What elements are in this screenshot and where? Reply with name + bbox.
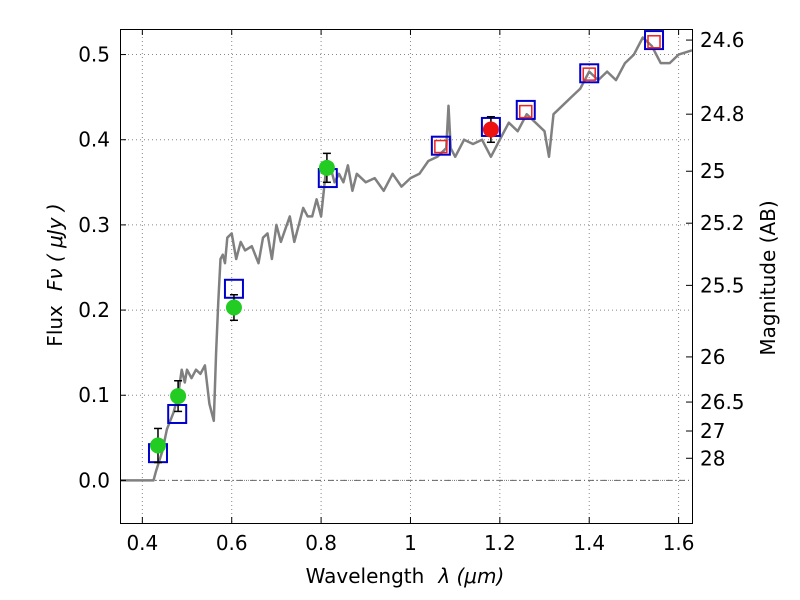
y-tick-label: 0.0 [78, 468, 110, 492]
x-tick-label: 1.2 [484, 531, 516, 555]
mag-tick-label: 26 [700, 345, 725, 369]
model-square-marker [167, 403, 188, 424]
x-tick-label: 1.6 [663, 531, 695, 555]
observed-circle-marker [482, 121, 499, 138]
mag-tick-label: 25 [700, 159, 725, 183]
tick-labels: 0.4 0.6 0.8 1 1.2 1.4 1.6 0.0 0.1 0.2 0.3 0.4 0.5 24.… [78, 28, 744, 555]
mag-tick-label: 24.8 [700, 102, 745, 126]
axis-ticks [120, 29, 692, 523]
photometry-markers [147, 30, 665, 464]
model-square-marker [644, 30, 665, 51]
mag-tick-label: 27 [700, 419, 725, 443]
mag-tick-label: 25.2 [700, 211, 745, 235]
x-axis-label: Wavelength λ (μm) [306, 564, 505, 588]
x-tick-label: 0.4 [126, 531, 158, 555]
y-tick-label: 0.2 [78, 298, 110, 322]
y-tick-label: 0.4 [78, 128, 110, 152]
gridlines [120, 29, 692, 523]
y-axis-label: FluxFν ( μJy ) [43, 203, 67, 346]
x-tick-label: 1.4 [573, 531, 605, 555]
observed-square-marker [582, 67, 596, 81]
observed-circle-marker [149, 437, 166, 454]
observed-square-marker [434, 139, 448, 154]
spectrum-series [120, 36, 693, 482]
y-tick-label: 0.1 [78, 383, 110, 407]
x-tick-label: 0.8 [305, 531, 337, 555]
mag-tick-label: 28 [700, 446, 725, 470]
x-tick-label: 0.6 [216, 531, 248, 555]
x-tick-label: 1 [404, 531, 417, 555]
observed-circle-marker [225, 299, 242, 316]
y2-axis-label: Magnitude (AB) [756, 200, 780, 355]
mag-tick-label: 24.6 [700, 28, 745, 52]
mag-tick-label: 26.5 [700, 390, 745, 414]
y-tick-label: 0.3 [78, 213, 110, 237]
observed-square-marker [519, 104, 533, 119]
model-square-marker [579, 63, 600, 84]
plot-frame [120, 29, 693, 524]
model-square-marker [515, 99, 536, 120]
mag-tick-label: 25.5 [700, 273, 745, 297]
observed-square-marker [647, 35, 661, 49]
observed-circle-marker [318, 159, 335, 176]
y-tick-label: 0.5 [78, 43, 110, 67]
model-square-marker [430, 135, 451, 156]
spectrum-line [120, 36, 693, 482]
observed-circle-marker [170, 388, 187, 405]
